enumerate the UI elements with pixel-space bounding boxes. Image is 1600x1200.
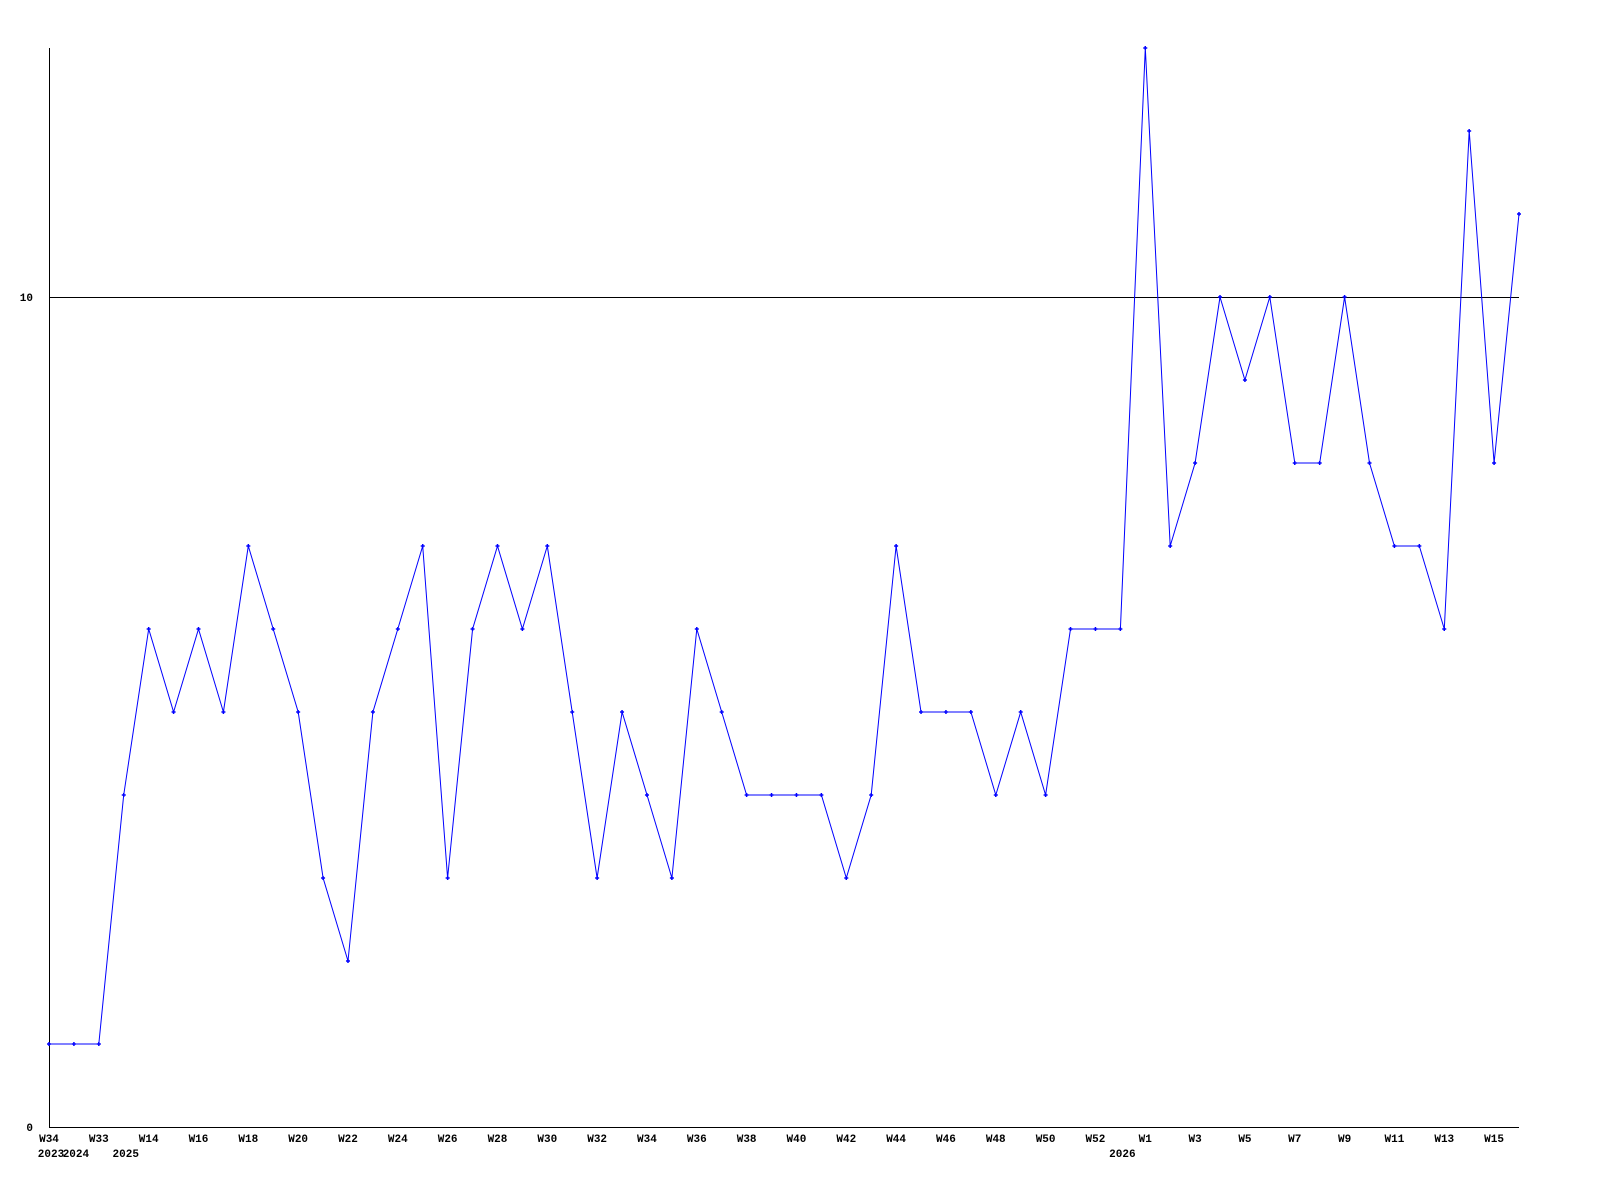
data-point (919, 710, 924, 714)
data-point (370, 710, 375, 714)
data-point (545, 544, 550, 548)
data-point (1467, 129, 1472, 133)
data-point (869, 793, 874, 797)
x-tick-label: W9 (1338, 1134, 1351, 1146)
x-tick-label: W20 (288, 1134, 308, 1146)
x-tick-label: W46 (936, 1134, 956, 1146)
data-point (1292, 461, 1297, 465)
x-tick-label: W24 (388, 1134, 408, 1146)
x-tick-label: W33 (89, 1134, 109, 1146)
data-point (1517, 212, 1521, 216)
x-tick-label: W36 (687, 1134, 707, 1146)
data-point (221, 710, 226, 714)
data-point (520, 627, 525, 631)
y-tick-label: 10 (20, 293, 33, 305)
x-tick-label: W26 (438, 1134, 458, 1146)
year-label: 2024 (63, 1149, 90, 1161)
x-tick-label: W14 (139, 1134, 159, 1146)
x-tick-label: W44 (886, 1134, 906, 1146)
data-point (246, 544, 251, 548)
data-point (47, 1042, 51, 1046)
x-tick-label: W38 (737, 1134, 757, 1146)
data-point (844, 876, 849, 880)
data-point (445, 876, 450, 880)
data-point (719, 710, 724, 714)
x-tick-label: W15 (1484, 1134, 1504, 1146)
data-point (1193, 461, 1198, 465)
x-tick-label: W7 (1288, 1134, 1301, 1146)
data-point (943, 710, 948, 714)
data-point (1267, 295, 1272, 299)
data-point (345, 959, 350, 963)
data-point (694, 627, 699, 631)
data-point (121, 793, 126, 797)
x-tick-label: W34 (637, 1134, 657, 1146)
data-point (146, 627, 151, 631)
x-tick-label: W52 (1086, 1134, 1106, 1146)
x-tick-label: W48 (986, 1134, 1006, 1146)
data-point (96, 1042, 101, 1046)
x-tick-label: W5 (1238, 1134, 1252, 1146)
year-label: 2026 (1109, 1149, 1135, 1161)
x-tick-label: W3 (1189, 1134, 1203, 1146)
year-label: 2023 (38, 1149, 65, 1161)
data-point (271, 627, 276, 631)
data-point (1068, 627, 1073, 631)
x-tick-label: W32 (587, 1134, 607, 1146)
data-point (1442, 627, 1447, 631)
x-tick-label: W40 (787, 1134, 807, 1146)
data-point (595, 876, 600, 880)
data-point (1043, 793, 1048, 797)
x-tick-label: W22 (338, 1134, 358, 1146)
x-tick-label: W34 (39, 1134, 59, 1146)
data-point (196, 627, 201, 631)
data-point (1417, 544, 1422, 548)
series-line (49, 47, 1520, 1045)
data-point (744, 793, 749, 797)
data-point (1168, 544, 1173, 548)
data-point (1093, 627, 1098, 631)
data-point (794, 793, 799, 797)
year-label: 2025 (113, 1149, 140, 1161)
data-point (894, 544, 899, 548)
data-point (71, 1042, 76, 1046)
data-point (769, 793, 774, 797)
data-point (1242, 378, 1247, 382)
x-tick-label: W16 (189, 1134, 209, 1146)
x-tick-label: W30 (537, 1134, 557, 1146)
x-tick-label: W50 (1036, 1134, 1056, 1146)
data-point (1018, 710, 1023, 714)
data-point (620, 710, 625, 714)
x-tick-label: W13 (1434, 1134, 1454, 1146)
data-point (296, 710, 301, 714)
data-point (644, 793, 649, 797)
data-point (993, 793, 998, 797)
data-point (1218, 295, 1223, 299)
data-point (819, 793, 824, 797)
data-point (570, 710, 575, 714)
x-tick-label: W11 (1385, 1134, 1405, 1146)
y-tick-label: 0 (26, 1123, 33, 1135)
data-point (1143, 46, 1148, 50)
data-point (495, 544, 500, 548)
data-point (669, 876, 674, 880)
data-point (1317, 461, 1322, 465)
data-point (1392, 544, 1397, 548)
data-point (1367, 461, 1372, 465)
data-point (171, 710, 176, 714)
x-tick-label: W18 (238, 1134, 258, 1146)
x-tick-label: W1 (1139, 1134, 1153, 1146)
data-point (420, 544, 425, 548)
data-point (321, 876, 326, 880)
data-point (1342, 295, 1347, 299)
data-point (968, 710, 973, 714)
data-point (395, 627, 400, 631)
data-point (1492, 461, 1497, 465)
data-point (470, 627, 475, 631)
x-tick-label: W42 (836, 1134, 856, 1146)
data-point (1118, 627, 1123, 631)
x-tick-label: W28 (488, 1134, 508, 1146)
